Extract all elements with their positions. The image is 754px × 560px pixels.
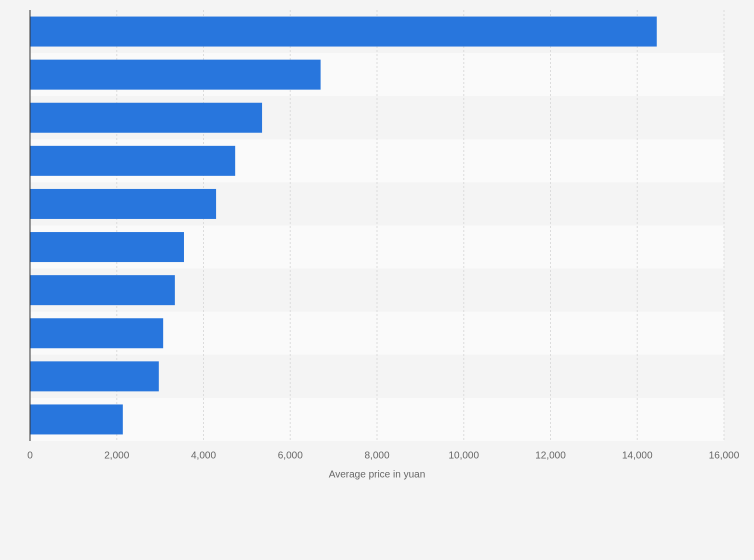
bar — [30, 232, 184, 263]
bar — [30, 188, 217, 219]
x-tick-label: 4,000 — [191, 451, 216, 462]
x-tick-label: 6,000 — [278, 451, 303, 462]
x-axis-title: Average price in yuan — [329, 470, 426, 481]
x-tick-label: 12,000 — [535, 451, 566, 462]
bar — [30, 16, 657, 47]
x-tick-label: 14,000 — [622, 451, 653, 462]
x-tick-label: 16,000 — [709, 451, 740, 462]
x-tick-label: 2,000 — [104, 451, 129, 462]
bar — [30, 59, 321, 90]
bar — [30, 145, 236, 176]
bar — [30, 102, 263, 133]
x-tick-label: 8,000 — [364, 451, 389, 462]
bar — [30, 361, 159, 392]
bar — [30, 404, 123, 435]
x-tick-label: 0 — [27, 451, 33, 462]
x-tick-label: 10,000 — [448, 451, 479, 462]
bar — [30, 275, 175, 306]
bar — [30, 318, 164, 349]
